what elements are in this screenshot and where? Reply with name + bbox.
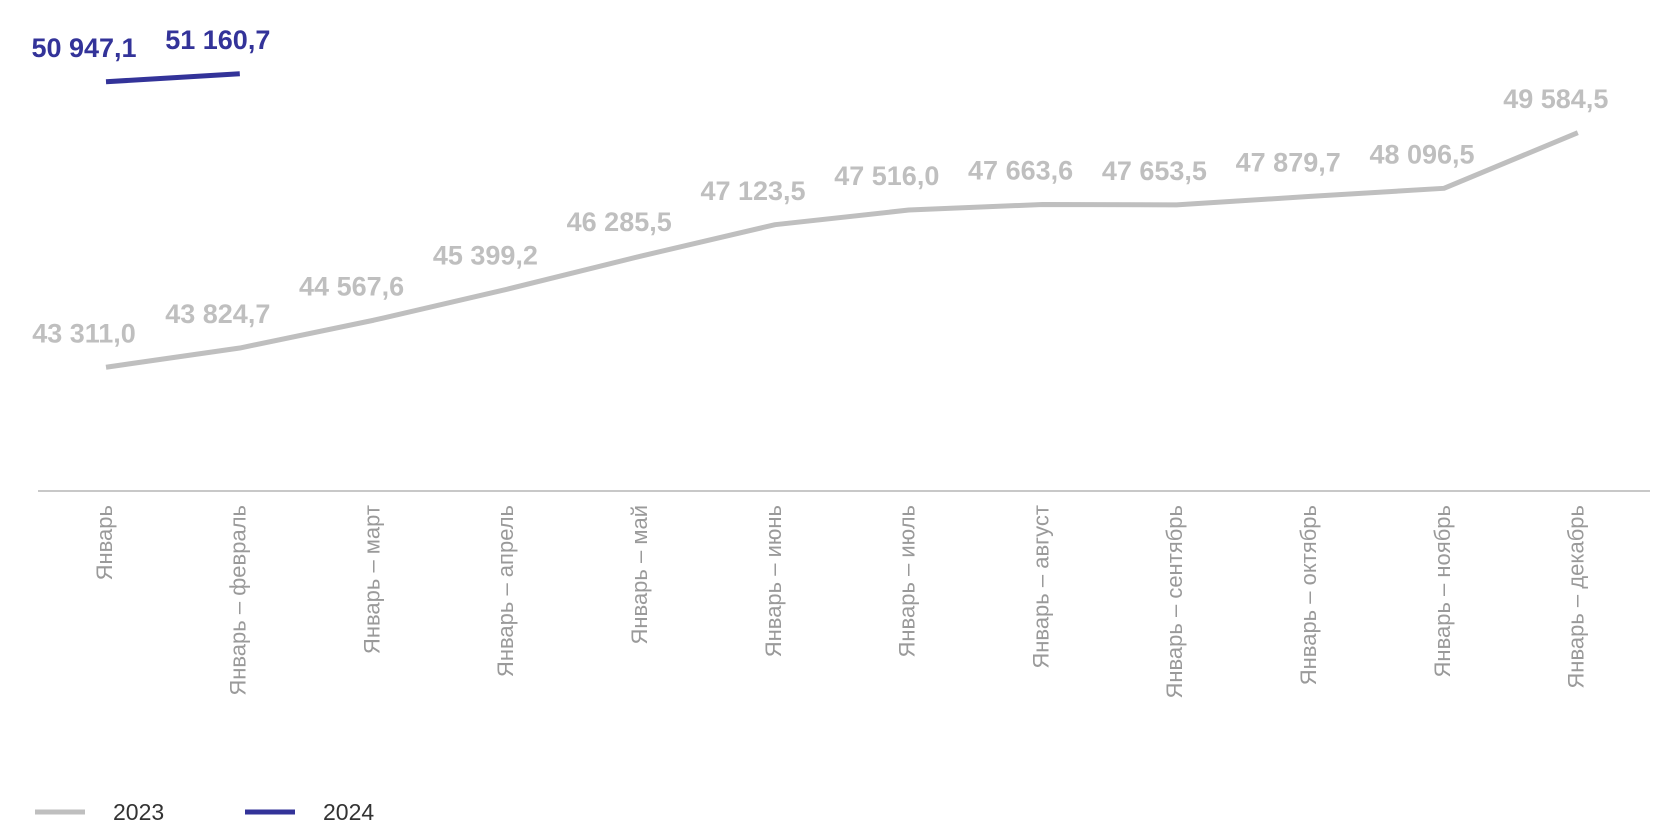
x-tick-label: Январь – август [1028,505,1053,669]
data-label: 50 947,1 [31,33,136,63]
x-tick-label: Январь – март [359,505,384,654]
data-label: 46 285,5 [567,207,672,237]
data-label: 47 879,7 [1236,148,1341,178]
data-label: 47 516,0 [834,161,939,191]
legend-label: 2024 [323,799,374,825]
x-tick-label: Январь – май [627,505,652,645]
x-tick-label: Январь – сентябрь [1162,505,1187,699]
data-label: 45 399,2 [433,240,538,270]
series-line [105,71,240,85]
x-tick-label: Январь – апрель [493,505,518,677]
data-label: 47 653,5 [1102,156,1207,186]
x-tick-label: Январь – декабрь [1564,505,1589,689]
data-label: 49 584,5 [1503,84,1608,114]
x-tick-label: Январь – июнь [761,505,786,657]
data-label: 48 096,5 [1369,139,1474,169]
data-label: 47 663,6 [968,156,1073,186]
data-label: 44 567,6 [299,271,404,301]
x-tick-label: Январь [92,505,117,580]
series-line [105,130,1579,370]
data-label: 43 824,7 [165,299,270,329]
data-label: 47 123,5 [700,176,805,206]
x-tick-label: Январь – июль [895,505,920,657]
x-tick-label: Январь – февраль [226,505,251,696]
x-tick-label: Январь – октябрь [1296,505,1321,685]
data-label: 51 160,7 [165,25,270,55]
data-label: 43 311,0 [32,318,136,348]
x-tick-label: Январь – ноябрь [1430,505,1455,677]
legend-label: 2023 [113,799,164,825]
